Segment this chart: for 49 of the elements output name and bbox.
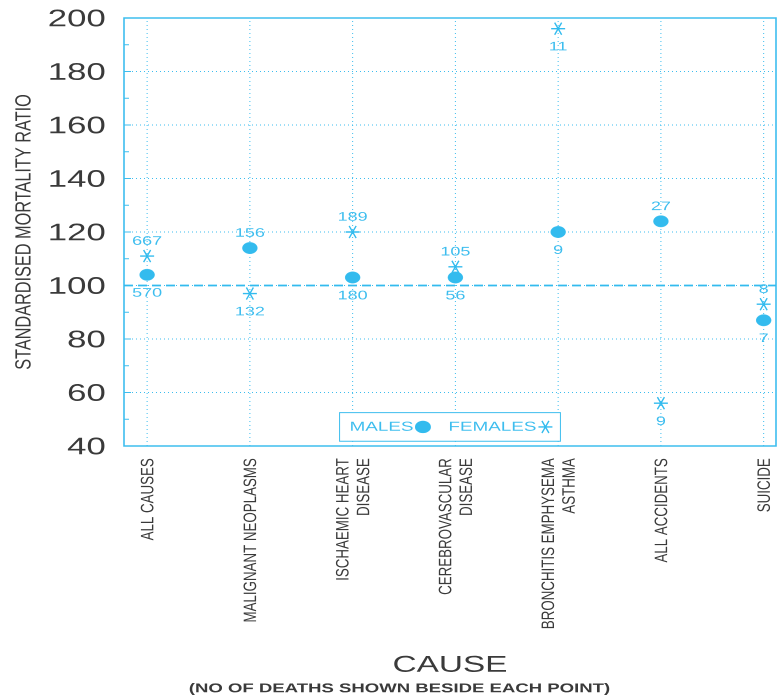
y-tick-label: 120 (50, 224, 104, 240)
x-tick-label: CEREBROVASCULAR DISEASE (438, 458, 472, 594)
annotation: 9 (554, 245, 562, 254)
x-tick-label: ALL ACCIDENTS (654, 458, 668, 563)
point (448, 272, 464, 284)
text: (NO OF DEATHS SHOWN BESIDE EACH POINT) (190, 683, 610, 695)
point (653, 215, 669, 228)
point (550, 226, 566, 238)
x-tick-label: ALL CAUSES (140, 458, 154, 540)
point (653, 396, 669, 410)
y-tick-label: 180 (50, 63, 104, 80)
point (344, 272, 360, 284)
point (756, 297, 772, 311)
point (344, 225, 360, 239)
y-tick-label: 160 (50, 116, 104, 134)
annotation: 132 (236, 306, 264, 316)
y-tick-label: 100 (50, 277, 104, 294)
annotation: 180 (339, 290, 367, 300)
annotation: 105 (442, 246, 470, 256)
annotation: 8 (759, 284, 768, 294)
y-tick-label: 200 (49, 10, 104, 26)
x-tick-label: MALIGNANT NEOPLASMS (243, 458, 256, 622)
legend-label: FEMALES (450, 422, 536, 431)
point (242, 286, 258, 300)
x-tick-label: SUICIDE (757, 458, 770, 512)
point (756, 314, 772, 326)
annotation: 189 (339, 212, 367, 221)
annotation: 9 (656, 416, 666, 426)
y-tick-label: 80 (68, 330, 104, 348)
point (448, 260, 464, 274)
x-tick-label: ISCHAEMIC HEART DISEASE (336, 458, 370, 580)
annotation: 7 (760, 333, 768, 342)
y-tick-label: 60 (68, 384, 104, 401)
x-axis-title: CAUSE (394, 656, 506, 672)
point (139, 249, 155, 263)
annotation: 56 (446, 290, 465, 300)
y-tick-label: 40 (68, 438, 104, 454)
point (242, 242, 258, 254)
annotation: 156 (236, 228, 264, 237)
y-axis-title: STANDARDISED MORTALITY RATIO (15, 94, 31, 370)
legend-label: MALES (351, 422, 413, 431)
y-tick-label: 140 (50, 170, 104, 187)
annotation: 667 (133, 236, 162, 245)
x-tick-label: BRONCHITIS EMPHYSEMA ASTHMA (541, 458, 575, 628)
annotation: 27 (652, 201, 670, 210)
point (550, 22, 566, 36)
annotation: 11 (550, 42, 567, 50)
annotation: 570 (132, 288, 162, 297)
point (139, 268, 155, 281)
